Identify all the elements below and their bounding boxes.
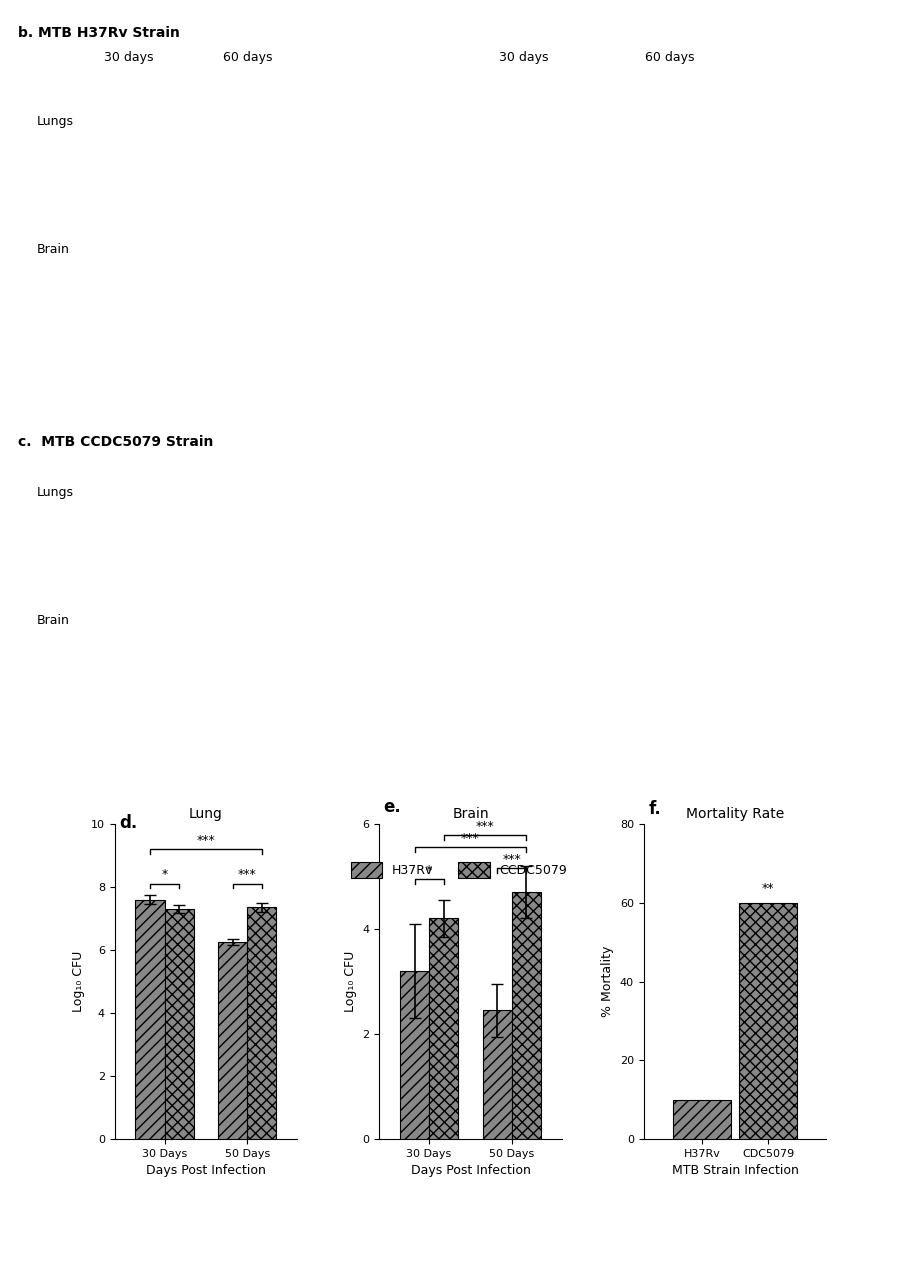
Text: ***: *** <box>196 833 216 846</box>
Text: 60 days: 60 days <box>223 51 273 64</box>
Text: Brain: Brain <box>37 614 70 627</box>
Bar <box>218 942 248 1139</box>
Bar <box>739 902 797 1139</box>
Y-axis label: % Mortality: % Mortality <box>601 946 614 1018</box>
Text: d.: d. <box>119 814 137 832</box>
Title: Lung: Lung <box>189 808 223 822</box>
Text: ***: *** <box>502 854 521 867</box>
Y-axis label: Log₁₀ CFU: Log₁₀ CFU <box>344 951 357 1012</box>
Text: Brain: Brain <box>37 243 70 256</box>
Bar <box>136 900 164 1139</box>
Text: *: * <box>162 868 168 882</box>
Text: c.  MTB CCDC5079 Strain: c. MTB CCDC5079 Strain <box>18 435 214 449</box>
Text: 30 days: 30 days <box>104 51 153 64</box>
Bar <box>429 919 458 1139</box>
Text: 30 days: 30 days <box>498 51 548 64</box>
Text: *: * <box>426 864 432 877</box>
Bar <box>400 972 429 1139</box>
Bar <box>248 908 276 1139</box>
Title: Brain: Brain <box>453 808 488 822</box>
Text: e.: e. <box>384 797 401 815</box>
Bar <box>483 1010 512 1139</box>
Text: ***: *** <box>238 868 257 882</box>
X-axis label: MTB Strain Infection: MTB Strain Infection <box>672 1165 799 1178</box>
X-axis label: Days Post Infection: Days Post Infection <box>410 1165 531 1178</box>
Legend: H37Rv, CCDC5079: H37Rv, CCDC5079 <box>346 858 572 883</box>
Text: 60 days: 60 days <box>645 51 695 64</box>
Text: **: ** <box>762 882 775 895</box>
Y-axis label: Log₁₀ CFU: Log₁₀ CFU <box>73 951 85 1012</box>
Text: Lungs: Lungs <box>37 486 73 499</box>
Text: ***: *** <box>461 832 480 845</box>
Title: Mortality Rate: Mortality Rate <box>686 808 784 822</box>
Bar <box>512 892 541 1139</box>
X-axis label: Days Post Infection: Days Post Infection <box>146 1165 266 1178</box>
Text: ***: *** <box>476 820 495 833</box>
Text: f.: f. <box>649 800 662 818</box>
Text: Lungs: Lungs <box>37 115 73 128</box>
Bar <box>673 1100 731 1139</box>
Bar <box>164 909 194 1139</box>
Text: b. MTB H37Rv Strain: b. MTB H37Rv Strain <box>18 26 180 40</box>
